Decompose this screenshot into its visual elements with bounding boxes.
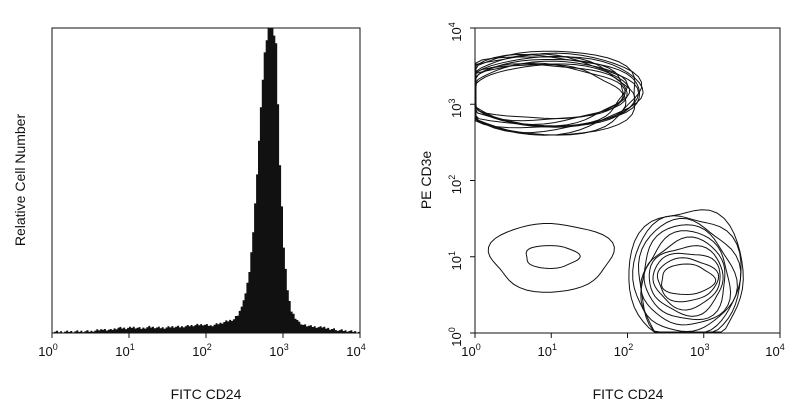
contour-y-ticks: 100 101 102 103 104 — [447, 22, 475, 347]
contour-line — [487, 223, 615, 293]
contour-y-tick-label: 104 — [447, 22, 464, 41]
histogram-y-axis-title: Relative Cell Number — [12, 114, 28, 247]
contour-y-tick-label: 101 — [447, 251, 464, 270]
contour-line — [475, 64, 624, 120]
histogram-x-ticks: 100 101 102 103 104 — [38, 333, 366, 359]
contour-line — [652, 252, 721, 311]
contour-x-axis-title: FITC CD24 — [593, 386, 664, 402]
contour-line — [525, 245, 581, 270]
contour-x-tick-label: 100 — [461, 342, 480, 359]
contour-y-tick-label: 103 — [447, 99, 464, 118]
contour-line — [475, 63, 631, 127]
contour-line — [640, 230, 732, 326]
contour-line — [475, 50, 636, 136]
contour-line — [643, 236, 726, 321]
contour-line — [640, 224, 738, 333]
histogram-x-tick-label: 104 — [346, 342, 365, 359]
contour-y-axis-title: PE CD3e — [418, 151, 434, 210]
contour-x-tick-label: 103 — [690, 342, 709, 359]
contour-line — [637, 217, 742, 333]
contour-y-tick-label: 100 — [447, 327, 464, 346]
contour-line — [475, 62, 626, 122]
histogram-x-tick-label: 101 — [115, 342, 134, 359]
contour-x-tick-label: 101 — [538, 342, 557, 359]
histogram-x-tick-label: 100 — [38, 342, 57, 359]
contour-line — [648, 245, 724, 317]
histogram-x-tick-label: 102 — [192, 342, 211, 359]
histogram-x-tick-label: 103 — [269, 342, 288, 359]
contour-line — [656, 257, 720, 303]
contour-x-tick-label: 102 — [614, 342, 633, 359]
contour-x-ticks: 100 101 102 103 104 — [461, 333, 785, 359]
histogram-plot-frame — [51, 27, 361, 334]
histogram-x-axis-title: FITC CD24 — [171, 386, 242, 402]
contour-lines — [475, 50, 744, 333]
contour-x-tick-label: 104 — [765, 342, 784, 359]
histogram-area — [52, 28, 360, 333]
histogram-panel: 100 101 102 103 104 Relative Cell Number FIT… — [12, 27, 366, 402]
contour-line — [628, 209, 744, 333]
contour-y-tick-label: 102 — [447, 175, 464, 194]
contour-line — [661, 263, 717, 296]
